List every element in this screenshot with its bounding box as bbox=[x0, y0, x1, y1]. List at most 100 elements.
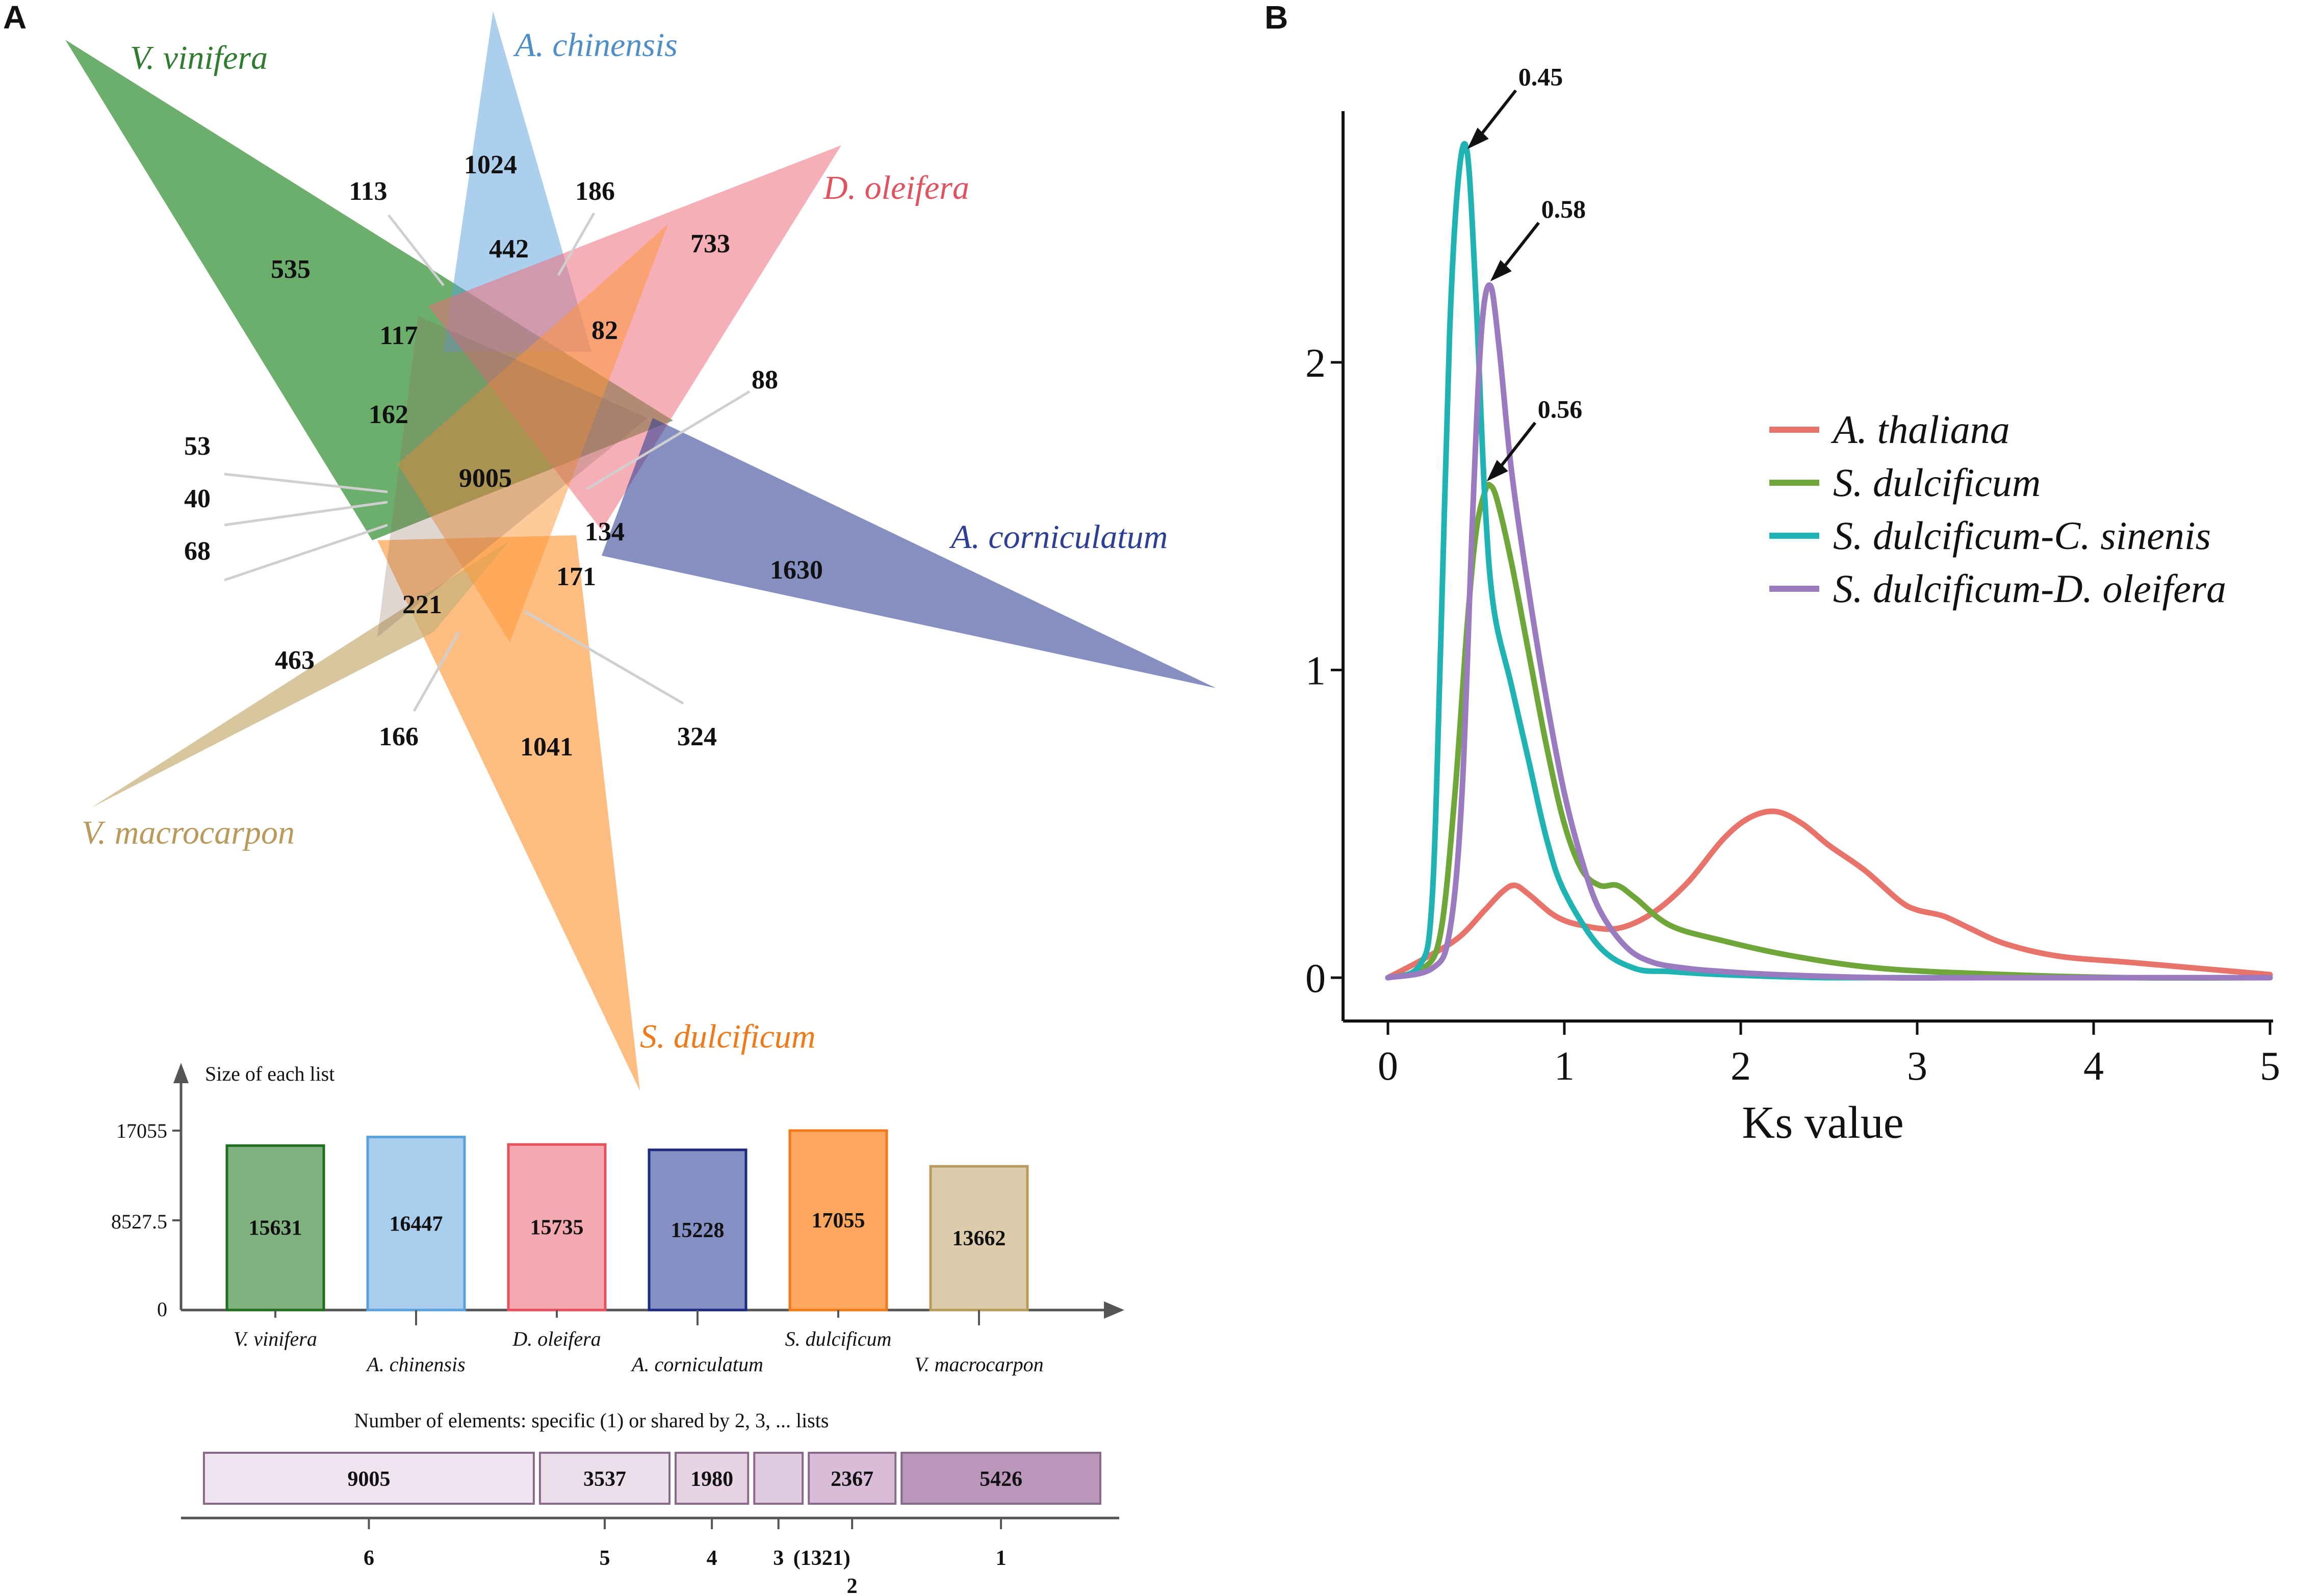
panel-b-letter: B bbox=[1265, 0, 1288, 36]
ks-ticks: 0 1 2 3 4 5 0 1 2 bbox=[1305, 341, 2280, 1089]
bar-category-label: S. dulcificum bbox=[785, 1327, 892, 1350]
ks-legend-label: A. thaliana bbox=[1831, 407, 2010, 452]
venn-count: 68 bbox=[184, 537, 211, 566]
bar-value-label: 16447 bbox=[390, 1212, 443, 1236]
venn-count: 1630 bbox=[770, 556, 823, 585]
venn-set-v-macrocarpon bbox=[91, 540, 510, 808]
shared-segments: 9005 3537 1980 2367 5426 bbox=[203, 1452, 1101, 1505]
ks-legend: A. thaliana S. dulcificum S. dulcificum-C.… bbox=[1769, 407, 2226, 611]
shared-segment-value: 3537 bbox=[583, 1468, 626, 1491]
ks-x-tick-label: 2 bbox=[1731, 1044, 1751, 1089]
ks-x-tick-label: 5 bbox=[2260, 1044, 2280, 1089]
ks-series-line bbox=[1385, 141, 2273, 981]
ks-annotation-arrowhead bbox=[1467, 127, 1489, 149]
bar bbox=[788, 1129, 888, 1312]
venn-count: 82 bbox=[591, 316, 618, 345]
ks-annotation-label: 0.45 bbox=[1518, 62, 1563, 91]
ks-density-plot: 0 1 2 3 4 5 0 1 2 0.45 0.58 0.56 Ks value A. thali… bbox=[1305, 62, 2280, 1148]
venn-count: 442 bbox=[489, 234, 529, 264]
ks-series-line bbox=[1385, 808, 2273, 981]
ks-x-axis-title: Ks value bbox=[1742, 1097, 1903, 1148]
venn-count: 535 bbox=[271, 255, 311, 284]
ks-annotations: 0.45 0.58 0.56 bbox=[1467, 62, 1586, 482]
shared-ticks: 6 5 4 3 (1321) 2 1 bbox=[364, 1518, 1007, 1596]
venn-count: 324 bbox=[677, 722, 717, 751]
shared-bar-title: Number of elements: specific (1) or shar… bbox=[354, 1409, 829, 1432]
venn-label-a-corniculatum: A. corniculatum bbox=[949, 518, 1168, 556]
venn-count: 733 bbox=[690, 229, 730, 258]
shared-elements-bar: Number of elements: specific (1) or shar… bbox=[181, 1409, 1119, 1596]
bar-value-label: 15228 bbox=[671, 1219, 725, 1242]
shared-segment bbox=[900, 1452, 1101, 1505]
shared-tick-label: 6 bbox=[364, 1547, 374, 1570]
venn-count: 134 bbox=[585, 517, 625, 546]
ks-series-line bbox=[1385, 282, 2273, 981]
venn-count: 171 bbox=[556, 562, 596, 591]
venn-count: 40 bbox=[184, 484, 211, 513]
bar-value-label: 13662 bbox=[952, 1227, 1006, 1250]
ks-annotation-arrow bbox=[1477, 89, 1517, 139]
shared-segment bbox=[538, 1452, 671, 1505]
bar-category-label: V. macrocarpon bbox=[914, 1353, 1043, 1376]
shared-segment-value: 1980 bbox=[690, 1468, 733, 1491]
venn-label-s-dulcificum: S. dulcificum bbox=[640, 1018, 816, 1055]
ks-series bbox=[1385, 141, 2273, 981]
bar-group: 15631 V. vinifera 16447 A. chinensis 15735 D.… bbox=[225, 1129, 1044, 1376]
venn-count: 186 bbox=[575, 177, 615, 206]
ks-annotation-arrow bbox=[1500, 222, 1540, 271]
ks-annotation-arrowhead bbox=[1486, 460, 1508, 482]
shared-segment bbox=[808, 1452, 897, 1505]
bar-category-label: V. vinifera bbox=[234, 1327, 317, 1350]
ks-annotation-label: 0.58 bbox=[1541, 195, 1586, 223]
venn-count: 463 bbox=[275, 646, 315, 675]
shared-segment bbox=[753, 1452, 804, 1505]
bar-category-label: A. chinensis bbox=[365, 1353, 465, 1376]
ks-x-tick-label: 3 bbox=[1907, 1044, 1927, 1089]
bar-y-tick-label: 0 bbox=[157, 1298, 167, 1321]
shared-segment bbox=[203, 1452, 535, 1505]
venn-label-d-oleifera: D. oleifera bbox=[823, 169, 969, 206]
shared-segment-value: 2367 bbox=[831, 1468, 873, 1491]
ks-annotation-arrowhead bbox=[1490, 259, 1512, 281]
venn-label-v-macrocarpon: V. macrocarpon bbox=[82, 814, 295, 851]
venn-diagram: V. vinifera A. chinensis D. oleifera A. … bbox=[65, 11, 1216, 1091]
bar-value-label: 15631 bbox=[249, 1217, 302, 1240]
venn-count: 53 bbox=[184, 432, 211, 461]
venn-leader-lines bbox=[224, 212, 751, 712]
bar-value-label: 17055 bbox=[812, 1209, 865, 1233]
ks-y-tick-label: 2 bbox=[1305, 341, 1326, 386]
shared-tick-label: 4 bbox=[707, 1547, 717, 1570]
ks-legend-label: S. dulcificum-D. oleifera bbox=[1833, 566, 2226, 611]
venn-set-extra-brown bbox=[377, 316, 648, 637]
shared-segment-value: 9005 bbox=[347, 1468, 390, 1491]
bar-category-label: D. oleifera bbox=[512, 1327, 601, 1350]
shared-tick-label: 3 bbox=[773, 1547, 784, 1570]
venn-count: 1024 bbox=[464, 150, 517, 179]
ks-x-tick-label: 1 bbox=[1554, 1044, 1575, 1089]
bar-y-tick-label: 17055 bbox=[116, 1119, 167, 1142]
shared-segment-value: 5426 bbox=[979, 1468, 1022, 1491]
venn-set-s-dulcificum bbox=[377, 535, 640, 1091]
ks-annotation-arrow bbox=[1497, 422, 1537, 472]
ks-y-tick-label: 0 bbox=[1305, 956, 1326, 1001]
venn-set-extra-orange bbox=[398, 224, 668, 642]
ks-x-tick-label: 4 bbox=[2083, 1044, 2104, 1089]
shared-tick-label: 5 bbox=[599, 1547, 610, 1570]
venn-count: 117 bbox=[379, 321, 418, 350]
venn-count: 166 bbox=[379, 722, 419, 751]
bar-category-label: A. corniculatum bbox=[630, 1353, 763, 1376]
ks-annotation-label: 0.56 bbox=[1538, 395, 1583, 423]
venn-count: 113 bbox=[349, 177, 387, 206]
shared-tick-label: 1 bbox=[996, 1547, 1007, 1570]
ks-y-tick-label: 1 bbox=[1305, 648, 1326, 693]
bar bbox=[507, 1143, 607, 1312]
venn-count: 1041 bbox=[520, 732, 573, 762]
bar-y-axis-arrow bbox=[173, 1063, 189, 1083]
ks-legend-label: S. dulcificum-C. sinenis bbox=[1833, 513, 2211, 558]
venn-count: 88 bbox=[752, 365, 778, 395]
panel-a-letter: A bbox=[3, 0, 27, 36]
shared-tick-label: 2 bbox=[847, 1575, 858, 1596]
ks-x-tick-label: 0 bbox=[1378, 1044, 1398, 1089]
venn-count: 221 bbox=[402, 590, 442, 619]
